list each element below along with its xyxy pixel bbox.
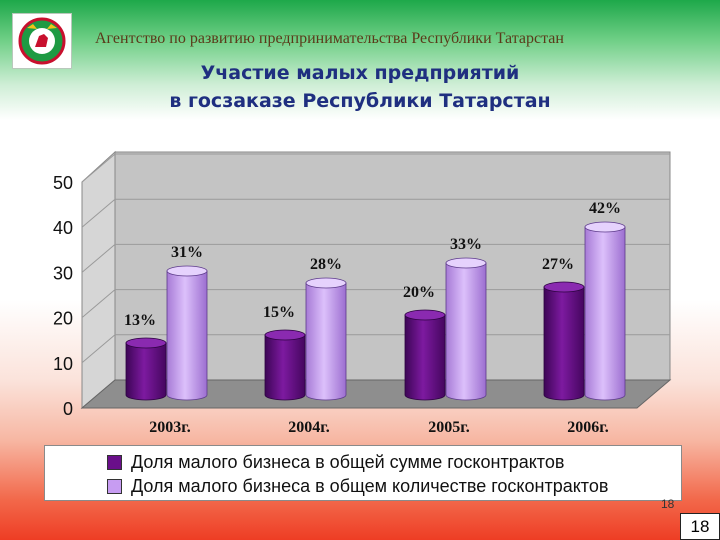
agency-name: Агентство по развитию предпринимательств… — [95, 30, 564, 47]
plot-floor — [80, 379, 672, 409]
plot-side-wall — [81, 150, 116, 410]
bar-top-cap — [543, 281, 585, 293]
data-label: 28% — [310, 256, 342, 273]
y-tick-label: 40 — [53, 218, 73, 238]
y-tick-label: 20 — [53, 309, 73, 329]
chart-legend: Доля малого бизнеса в общей сумме госкон… — [44, 445, 682, 501]
bar-top-cap — [125, 337, 167, 349]
y-tick-label: 10 — [53, 354, 73, 374]
gridline — [81, 243, 670, 273]
bar-top-cap — [445, 257, 487, 269]
bar-sum-share — [264, 334, 306, 401]
data-label: 20% — [403, 284, 435, 301]
bar-top-cap — [584, 221, 626, 233]
x-tick-label: 2006г. — [567, 419, 608, 436]
legend-swatch-dark — [107, 455, 122, 470]
x-tick-label: 2004г. — [288, 419, 329, 436]
legend-swatch-light — [107, 479, 122, 494]
slide-title-line-2: в госзаказе Республики Татарстан — [169, 90, 551, 112]
legend-label-sum: Доля малого бизнеса в общей сумме госкон… — [131, 452, 565, 472]
data-label: 42% — [589, 200, 621, 217]
gridline — [81, 153, 670, 183]
legend-item-count: Доля малого бизнеса в общем количестве г… — [107, 476, 608, 497]
legend-item-sum: Доля малого бизнеса в общей сумме госкон… — [107, 452, 564, 473]
bar-sum-share — [543, 286, 585, 401]
data-label: 33% — [450, 236, 482, 253]
bar-count-share — [166, 270, 208, 401]
legend-label-count: Доля малого бизнеса в общем количестве г… — [131, 476, 609, 496]
bar-count-share — [305, 282, 347, 401]
data-label: 13% — [124, 312, 156, 329]
page-number-small: 18 — [661, 497, 675, 511]
y-tick-label: 0 — [63, 399, 73, 419]
x-tick-label: 2005г. — [428, 419, 469, 436]
y-tick-label: 30 — [53, 263, 73, 283]
bar-count-share — [445, 262, 487, 401]
gridline — [81, 198, 670, 228]
data-label: 15% — [263, 304, 295, 321]
tatarstan-emblem-logo — [12, 13, 72, 69]
bar-top-cap — [166, 265, 208, 277]
data-label: 27% — [542, 256, 574, 273]
page-number-box: 18 — [680, 513, 720, 540]
bar-sum-share — [125, 342, 167, 401]
bar-sum-share — [404, 314, 446, 401]
bar-top-cap — [305, 277, 347, 289]
x-tick-label: 2003г. — [149, 419, 190, 436]
bar-top-cap — [264, 329, 306, 341]
y-tick-label: 50 — [53, 173, 73, 193]
slide-title-line-1: Участие малых предприятий — [200, 62, 520, 84]
data-label: 31% — [171, 244, 203, 261]
bar-count-share — [584, 226, 626, 401]
bar-top-cap — [404, 309, 446, 321]
